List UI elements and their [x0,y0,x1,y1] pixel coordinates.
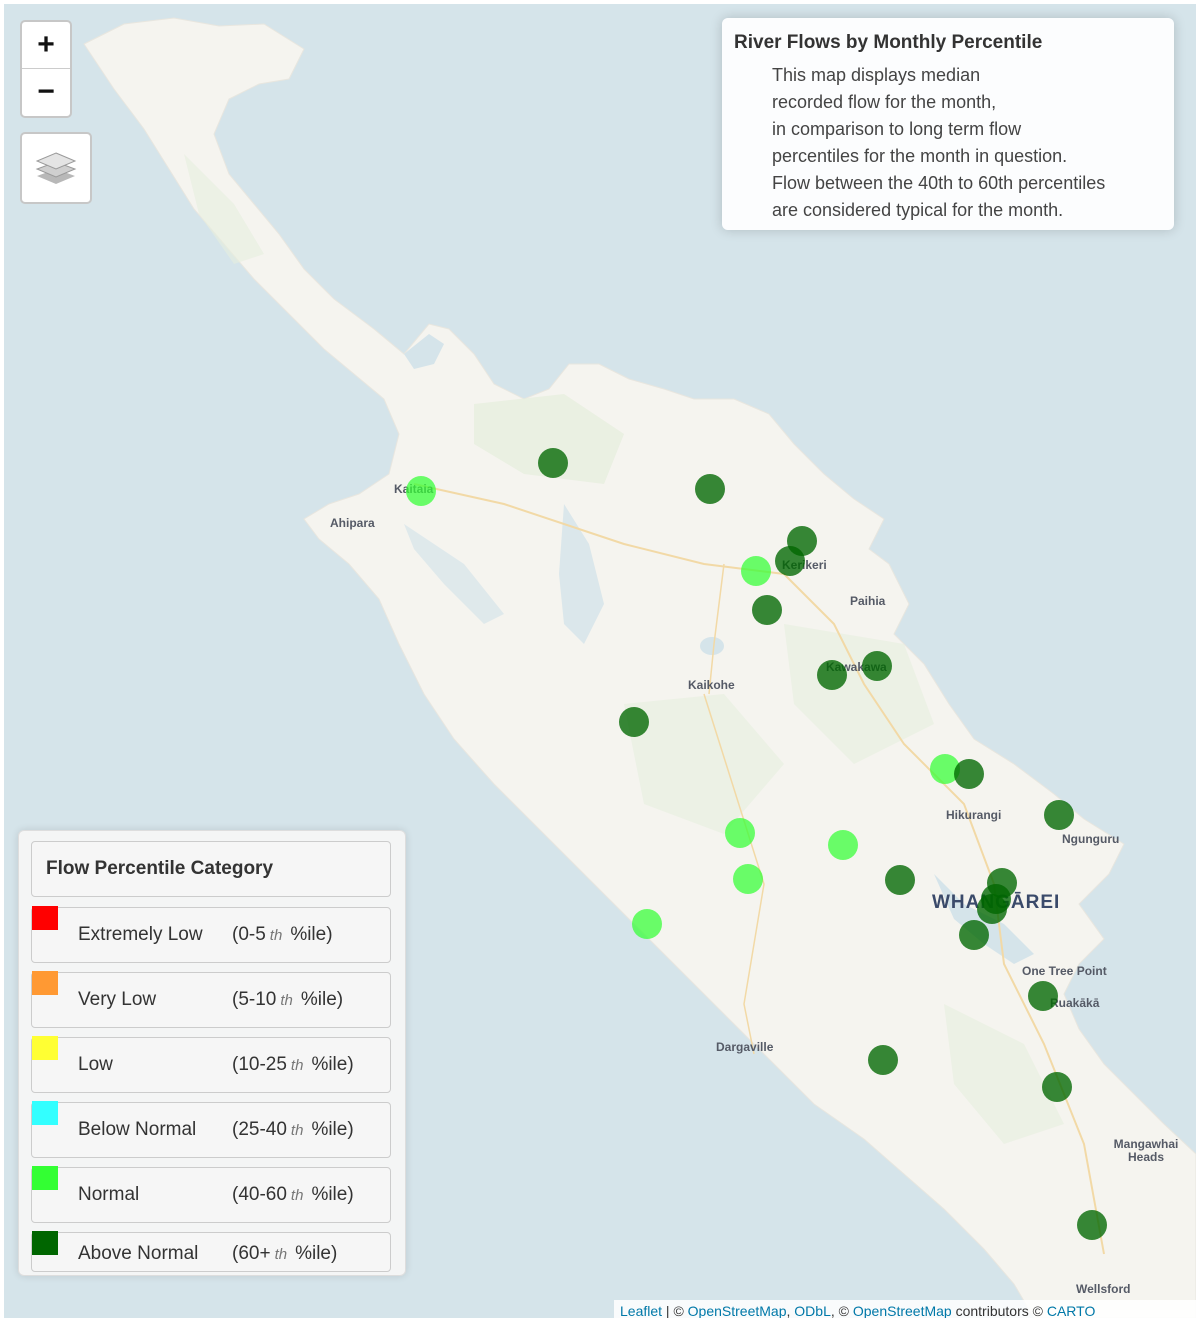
station-marker[interactable] [632,909,662,939]
info-line: percentiles for the month in question. [772,146,1068,166]
place-label: Hikurangi [946,808,1002,822]
zoom-control: + − [20,20,72,118]
info-panel: River Flows by Monthly Percentile This m… [722,18,1174,230]
info-line: recorded flow for the month, [772,92,997,112]
legend-panel: Flow Percentile Category Extremely Low (… [18,830,406,1276]
attribution-text: , [786,1303,795,1318]
legend-item-below-normal: Below Normal (25-40 th %ile) [31,1101,391,1158]
legend-title: Flow Percentile Category [31,841,391,897]
legend-item-low: Low (10-25 th %ile) [31,1036,391,1093]
legend-label: Low [78,1054,113,1075]
zoom-out-button[interactable]: − [37,75,55,108]
info-line: in comparison to long term flow [772,119,1022,139]
place-label: Kaikohe [688,678,735,692]
map-attribution: Leaflet | © OpenStreetMap, ODbL, © OpenS… [614,1300,1196,1318]
legend-swatch [32,1036,58,1060]
place-label: Wellsford [1076,1282,1131,1296]
station-marker[interactable] [885,865,915,895]
legend-range: (40-60 th %ile) [232,1184,354,1205]
info-title: River Flows by Monthly Percentile [734,32,1043,53]
legend-swatch [32,1101,58,1125]
station-marker[interactable] [868,1045,898,1075]
station-marker[interactable] [752,595,782,625]
station-marker[interactable] [538,448,568,478]
place-label: Ngunguru [1062,832,1120,846]
station-marker[interactable] [828,830,858,860]
layers-button[interactable] [20,132,92,204]
legend-label: Below Normal [78,1119,197,1140]
legend-label: Normal [78,1184,140,1205]
info-line: are considered typical for the month. [772,200,1064,220]
station-marker[interactable] [775,546,805,576]
land-basemap [83,17,1196,1318]
station-marker[interactable] [1042,1072,1072,1102]
legend-swatch [32,906,58,930]
station-marker[interactable] [695,474,725,504]
legend-item-extremely-low: Extremely Low (0-5 th %ile) [31,906,391,963]
place-label: Ruakākā [1050,996,1100,1010]
legend-item-normal: Normal (40-60 th %ile) [31,1166,391,1223]
odbl-link[interactable]: ODbL [794,1303,831,1318]
leaflet-link[interactable]: Leaflet [620,1303,663,1318]
legend-item-above-normal: Above Normal (60+ th %ile) [31,1231,391,1272]
attribution-text: contributors © [951,1303,1047,1318]
legend-range: (10-25 th %ile) [232,1054,354,1075]
zoom-in-button[interactable]: + [22,22,70,69]
station-marker[interactable] [1077,1210,1107,1240]
legend-swatch [32,1231,58,1255]
place-label: Mangawhai Heads [1113,1137,1179,1164]
legend-label: Above Normal [78,1243,199,1264]
station-marker[interactable] [954,759,984,789]
legend-range: (25-40 th %ile) [232,1119,354,1140]
attribution-text: | © [662,1303,688,1318]
station-marker[interactable] [977,894,1007,924]
place-label: Ahipara [330,516,375,530]
station-marker[interactable] [733,864,763,894]
station-marker[interactable] [959,920,989,950]
legend-swatch [32,971,58,995]
legend-item-very-low: Very Low (5-10 th %ile) [31,971,391,1028]
place-label: One Tree Point [1022,964,1107,978]
layers-icon [35,152,77,184]
station-marker[interactable] [817,660,847,690]
station-marker[interactable] [862,651,892,681]
station-marker[interactable] [1044,800,1074,830]
legend-range: (60+ th %ile) [232,1243,338,1264]
legend-range: (0-5 th %ile) [232,924,333,945]
osm-link[interactable]: OpenStreetMap [852,1303,952,1318]
info-line: Flow between the 40th to 60th percentile… [772,173,1106,193]
place-label: Paihia [850,594,886,608]
station-marker[interactable] [1028,981,1058,1011]
attribution-text: , © [830,1303,853,1318]
place-label: Dargaville [716,1040,774,1054]
info-line: This map displays median [772,65,981,85]
legend-swatch [32,1166,58,1190]
station-marker[interactable] [725,818,755,848]
legend-label: Very Low [78,989,157,1010]
osm-link[interactable]: OpenStreetMap [687,1303,787,1318]
station-marker[interactable] [406,476,436,506]
station-marker[interactable] [619,707,649,737]
carto-link[interactable]: CARTO [1046,1303,1096,1318]
station-marker[interactable] [741,556,771,586]
map-viewport[interactable]: Ahipara Kaitaia Kerikeri Paihia Kawakawa… [4,4,1196,1318]
legend-label: Extremely Low [78,924,203,945]
legend-range: (5-10 th %ile) [232,989,344,1010]
